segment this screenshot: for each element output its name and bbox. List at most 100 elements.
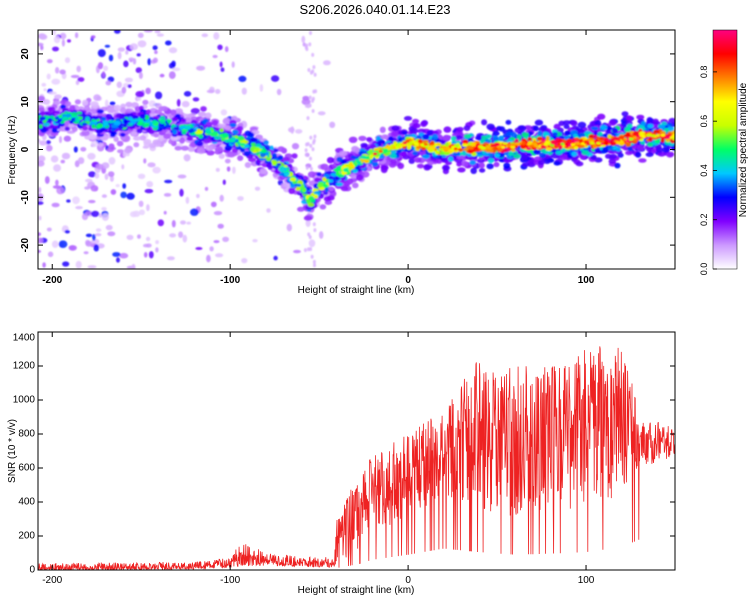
heatmap-cell (309, 166, 313, 171)
heatmap-cell (286, 223, 292, 232)
heatmap-cell (128, 116, 133, 121)
heatmap-cell (308, 95, 312, 100)
heatmap-cell (115, 184, 120, 188)
heatmap-cell (110, 189, 117, 195)
heatmap-cell (44, 176, 50, 184)
heatmap-cell (231, 61, 235, 68)
heatmap-cell (563, 124, 570, 130)
heatmap-cell (80, 147, 87, 152)
heatmap-cell (229, 123, 237, 128)
heatmap-cell (232, 129, 239, 135)
heatmap-cell (316, 172, 322, 177)
heatmap-cell (43, 88, 47, 92)
heatmap-cell (274, 170, 281, 175)
colorbar-tick-label: 0.2 (699, 213, 709, 226)
heatmap-cell (534, 119, 544, 126)
heatmap-cell (95, 163, 104, 170)
heatmap-cell (145, 236, 151, 242)
heatmap-cell (423, 164, 431, 171)
heatmap-cell (538, 160, 545, 166)
y-tick-label: 600 (18, 463, 35, 474)
heatmap-cell (166, 256, 175, 261)
heatmap-cell (40, 111, 46, 116)
heatmap-cell (146, 181, 154, 188)
heatmap-cell (414, 157, 422, 163)
heatmap-cell (178, 231, 184, 238)
heatmap-cell (97, 62, 104, 70)
heatmap-cell (213, 32, 220, 40)
heatmap-cell (291, 143, 300, 150)
heatmap-cell (75, 206, 83, 210)
heatmap-cell (443, 126, 452, 133)
heatmap-cell (84, 186, 90, 190)
heatmap-cell (311, 52, 315, 57)
heatmap-cell (192, 97, 200, 102)
heatmap-cell (105, 224, 113, 231)
heatmap-cell (137, 173, 146, 179)
heatmap-cell (101, 116, 107, 122)
heatmap-cell (104, 44, 111, 48)
heatmap-cell (560, 142, 565, 146)
heatmap-cell (87, 152, 96, 160)
heatmap-cell (201, 33, 209, 38)
heatmap-cell (165, 123, 170, 129)
heatmap-cell (293, 249, 301, 254)
heatmap-cell (487, 157, 495, 164)
heatmap-cell (82, 122, 88, 126)
heatmap-cell (155, 240, 160, 245)
heatmap-cell (305, 142, 309, 147)
heatmap-cell (38, 138, 41, 143)
heatmap-cell (137, 120, 144, 126)
heatmap-cell (653, 129, 660, 134)
heatmap-cell (95, 228, 102, 232)
heatmap-cell (149, 116, 154, 121)
heatmap-cell (139, 135, 147, 141)
heatmap-cell (163, 193, 172, 197)
heatmap-cell (187, 146, 195, 152)
heatmap-cell (457, 167, 466, 173)
heatmap-cell (52, 30, 57, 36)
heatmap-cell (521, 132, 529, 138)
heatmap-cell (428, 149, 434, 153)
heatmap-cell (42, 99, 51, 105)
heatmap-cell (96, 109, 104, 114)
heatmap-cell (151, 119, 158, 125)
heatmap-cell (621, 111, 629, 117)
heatmap-cell (485, 134, 492, 139)
heatmap-cell (127, 84, 132, 88)
heatmap-cell (77, 77, 85, 82)
heatmap-cell (179, 188, 184, 197)
heatmap-cell (493, 161, 500, 168)
heatmap-cell (412, 123, 421, 129)
heatmap-cell (59, 69, 66, 75)
heatmap-cell (219, 61, 223, 68)
heatmap-cell (154, 30, 161, 34)
heatmap-cell (139, 209, 145, 216)
heatmap-cell (323, 60, 331, 66)
heatmap-cell (241, 258, 248, 264)
heatmap-cell (252, 239, 258, 243)
heatmap-cell (310, 254, 314, 259)
heatmap-cell (590, 154, 597, 160)
heatmap-cell (103, 65, 109, 72)
heatmap-cell (93, 244, 100, 252)
heatmap-cell (614, 162, 621, 169)
heatmap-cell (102, 71, 106, 78)
heatmap-cell (142, 99, 149, 105)
heatmap-cell (652, 118, 659, 125)
heatmap-cell (539, 152, 546, 158)
heatmap-cell (183, 154, 191, 162)
heatmap-cell (180, 118, 187, 123)
heatmap-cell (212, 120, 219, 126)
heatmap-cell (186, 221, 191, 225)
heatmap-cell (177, 174, 187, 179)
heatmap-cell (249, 147, 255, 152)
heatmap-cell (166, 119, 172, 124)
heatmap-cell (389, 153, 397, 159)
heatmap-cell (259, 84, 264, 92)
heatmap-cell (94, 172, 100, 179)
heatmap-cell (46, 59, 53, 64)
heatmap-cell (126, 113, 134, 119)
heatmap-cell (273, 255, 278, 261)
